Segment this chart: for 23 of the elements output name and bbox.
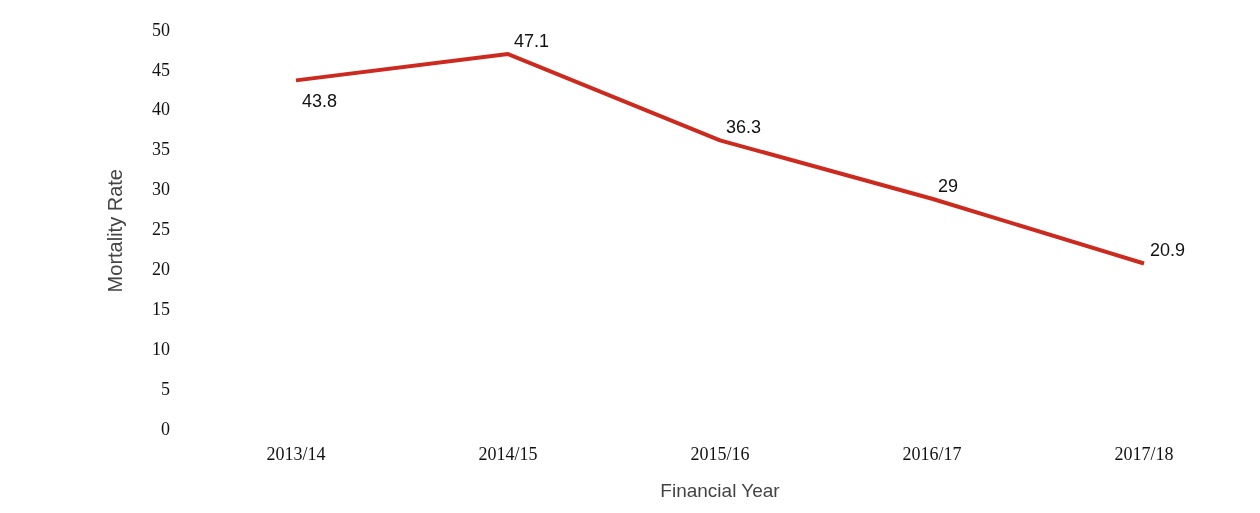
y-tick-label: 10 — [152, 339, 170, 360]
x-tick-label: 2015/16 — [690, 444, 750, 465]
x-tick-label: 2016/17 — [902, 444, 962, 465]
data-label: 20.9 — [1150, 240, 1186, 261]
y-tick-label: 5 — [161, 379, 170, 400]
y-tick-label: 50 — [152, 19, 170, 40]
x-tick-label: 2017/18 — [1114, 444, 1174, 465]
y-tick-label: 45 — [152, 59, 170, 80]
y-tick-label: 25 — [152, 219, 170, 240]
x-tick-label: 2013/14 — [266, 444, 326, 465]
y-tick-label: 15 — [152, 299, 170, 320]
y-axis-title: Mortality Rate — [103, 169, 126, 293]
y-tick-label: 35 — [152, 139, 170, 160]
y-tick-label: 20 — [152, 259, 170, 280]
data-label: 36.3 — [726, 117, 762, 138]
x-tick-label: 2014/15 — [478, 444, 538, 465]
data-label: 47.1 — [514, 30, 550, 51]
y-tick-label: 40 — [152, 99, 170, 120]
data-label: 29 — [938, 175, 959, 196]
y-tick-label: 30 — [152, 179, 170, 200]
data-label: 43.8 — [302, 91, 338, 112]
x-axis-title: Financial Year — [660, 479, 781, 501]
y-tick-label: 0 — [161, 419, 170, 440]
